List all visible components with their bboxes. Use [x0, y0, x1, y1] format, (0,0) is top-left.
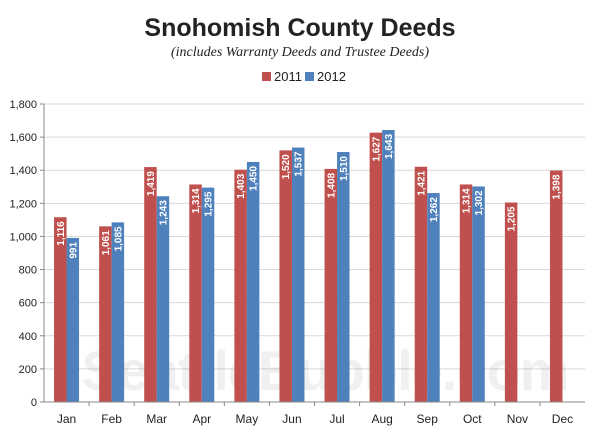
data-label: 1,205	[507, 206, 518, 231]
bar-2011-oct	[459, 184, 473, 402]
data-label: 1,085	[113, 226, 124, 251]
data-label: 1,520	[281, 154, 292, 179]
bar-2011-jun	[279, 150, 292, 402]
x-tick-label: Oct	[463, 412, 482, 426]
data-label: 1,419	[146, 171, 157, 196]
legend-label-2011: 2011	[274, 69, 302, 84]
data-label: 1,627	[371, 136, 382, 161]
bar-2012-oct	[472, 186, 485, 402]
bar-2011-jul	[324, 168, 338, 402]
data-label: 1,408	[326, 172, 337, 197]
bar-2011-feb	[99, 226, 112, 402]
bar-2011-nov	[504, 202, 518, 402]
gridlines	[44, 103, 585, 370]
data-label: 1,450	[249, 166, 260, 191]
x-tick-label: Apr	[192, 412, 211, 426]
legend: 2011 2012	[262, 69, 346, 84]
y-tick-label: 1,600	[9, 132, 37, 144]
x-tick-label: Jul	[329, 412, 344, 426]
x-tick-label: May	[236, 412, 259, 426]
data-label: 1,061	[101, 230, 112, 255]
bar-2012-mar	[156, 196, 170, 402]
data-label: 1,314	[191, 188, 202, 213]
y-tick-label: 200	[19, 364, 37, 376]
y-tick-label: 400	[19, 331, 37, 343]
data-label: 991	[68, 241, 79, 258]
bar-2011-mar	[144, 167, 157, 402]
chart-title: Snohomish County Deeds	[144, 14, 455, 42]
data-label: 1,243	[158, 200, 169, 225]
x-tick-label: Nov	[507, 412, 528, 426]
y-tick-label: 0	[31, 397, 37, 409]
bar-2011-sep	[414, 166, 428, 402]
data-label: 1,398	[552, 174, 563, 199]
x-tick-label: Dec	[552, 412, 573, 426]
bar-2012-feb	[111, 222, 125, 402]
y-tick-label: 600	[19, 298, 37, 310]
y-tick-label: 1,000	[9, 231, 37, 243]
data-label: 1,116	[56, 221, 67, 246]
bar-2012-jan	[66, 237, 80, 402]
data-label: 1,421	[416, 170, 427, 195]
data-label: 1,643	[384, 134, 395, 159]
y-tick-label: 1,400	[9, 165, 37, 177]
data-label: 1,302	[474, 190, 485, 215]
legend-swatch-2012	[305, 72, 314, 81]
x-axis-ticks: Jan Feb Mar Apr May Jun Jul Aug Sep Oct Nov Dec	[57, 402, 573, 426]
legend-label-2012: 2012	[317, 69, 346, 84]
chart-subtitle: (includes Warranty Deeds and Trustee Dee…	[171, 45, 429, 60]
data-label: 1,262	[429, 197, 440, 222]
bar-2011-aug	[369, 132, 383, 402]
x-tick-label: Mar	[146, 412, 167, 426]
data-label: 1,510	[339, 156, 350, 181]
bar-2012-sep	[427, 193, 440, 402]
bar-2012-jul	[337, 152, 350, 402]
x-tick-label: Sep	[417, 412, 439, 426]
x-tick-label: Jun	[282, 412, 301, 426]
data-label: 1,537	[294, 151, 305, 176]
bar-2012-aug	[382, 129, 395, 402]
y-tick-label: 1,800	[9, 99, 37, 111]
x-tick-label: Aug	[371, 412, 392, 426]
y-axis-ticks: 0 200 400 600 800 1,000 1,200 1,400 1,600 1,800	[9, 99, 44, 409]
bar-2011-jan	[54, 217, 67, 402]
bar-2011-may	[234, 169, 247, 402]
bar-2011-dec	[549, 170, 563, 402]
bars	[54, 129, 563, 402]
bar-2011-apr	[189, 184, 202, 402]
bar-2012-apr	[201, 187, 215, 402]
legend-swatch-2011	[262, 72, 271, 81]
y-tick-label: 800	[19, 265, 37, 277]
y-tick-label: 1,200	[9, 198, 37, 210]
x-tick-label: Feb	[101, 412, 122, 426]
data-label: 1,403	[236, 173, 247, 198]
x-tick-label: Jan	[57, 412, 76, 426]
bar-2012-may	[246, 161, 260, 402]
data-label: 1,295	[204, 191, 215, 216]
data-label: 1,314	[462, 188, 473, 213]
bar-2012-jun	[291, 147, 305, 402]
